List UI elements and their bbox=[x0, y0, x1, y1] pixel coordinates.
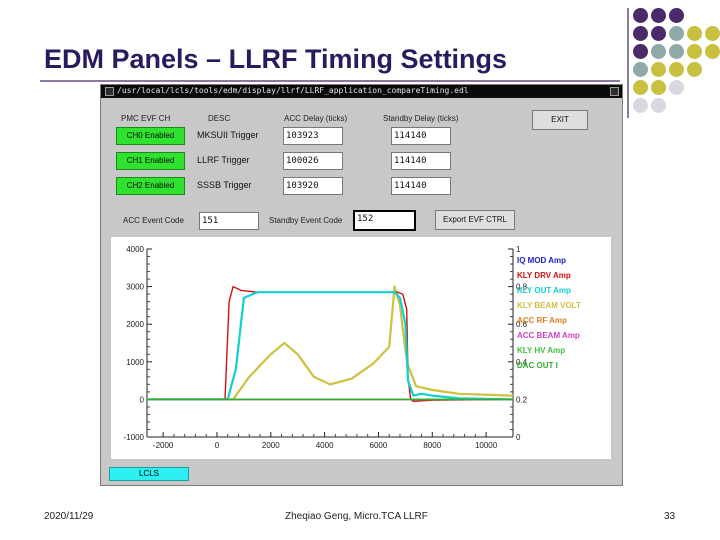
ch2-acc-delay-input[interactable]: 103920 bbox=[283, 177, 343, 195]
header-pmc-evf-ch: PMC EVF CH bbox=[121, 114, 171, 123]
ch2-enable-button[interactable]: CH2 Enabled bbox=[116, 177, 185, 195]
decorative-divider bbox=[627, 8, 629, 118]
ch0-standby-delay-input[interactable]: 114140 bbox=[391, 127, 451, 145]
ch1-standby-delay-input[interactable]: 114140 bbox=[391, 152, 451, 170]
y-right-tick-label: 0 bbox=[516, 433, 521, 442]
lcls-button[interactable]: LCLS bbox=[109, 467, 189, 481]
legend-entry-acc-rf-amp: ACC RF Amp bbox=[517, 316, 567, 325]
footer-date: 2020/11/29 bbox=[44, 511, 94, 522]
legend-entry-kly-beam-volt: KLY BEAM VOLT bbox=[517, 301, 581, 310]
y-right-tick-label: 0.4 bbox=[516, 358, 528, 367]
legend-entry-kly-out-amp: KLY OUT Amp bbox=[517, 286, 571, 295]
y-left-tick-label: 0 bbox=[140, 395, 145, 404]
header-standby-delay: Standby Delay (ticks) bbox=[383, 114, 459, 123]
series-line-kly-beam-volt bbox=[147, 285, 514, 401]
decor-dot bbox=[687, 26, 702, 41]
edm-panel-window: /usr/local/lcls/tools/edm/display/llrf/L… bbox=[100, 84, 623, 486]
decor-dot bbox=[651, 98, 666, 113]
ch1-desc: LLRF Trigger bbox=[197, 155, 250, 165]
decor-dot bbox=[705, 44, 720, 59]
decor-dot bbox=[651, 8, 666, 23]
export-evf-ctrl-button[interactable]: Export EVF CTRL bbox=[435, 210, 515, 230]
decor-dot bbox=[669, 44, 684, 59]
decor-dot bbox=[669, 80, 684, 95]
legend-entry-kly-drv-amp: KLY DRV Amp bbox=[517, 271, 571, 280]
legend-entry-iq-mod-amp: IQ MOD Amp bbox=[517, 256, 566, 265]
acc-event-code-input[interactable]: 151 bbox=[199, 212, 259, 230]
header-desc: DESC bbox=[208, 114, 231, 123]
slide-title: EDM Panels – LLRF Timing Settings bbox=[44, 44, 508, 74]
x-tick-label: 0 bbox=[215, 441, 220, 450]
waveform-chart: 40003000200010000-100010.80.60.40.20-200… bbox=[124, 245, 581, 450]
ch2-standby-delay-input[interactable]: 114140 bbox=[391, 177, 451, 195]
decorative-dot-grid bbox=[633, 8, 720, 120]
standby-event-code-input[interactable]: 152 bbox=[353, 210, 416, 231]
ch1-enable-button[interactable]: CH1 Enabled bbox=[116, 152, 185, 170]
decor-dot bbox=[651, 80, 666, 95]
legend-entry-acc-beam-amp: ACC BEAM Amp bbox=[517, 331, 580, 340]
y-left-tick-label: 1000 bbox=[126, 358, 144, 367]
x-tick-label: 4000 bbox=[316, 441, 334, 450]
decor-dot bbox=[651, 44, 666, 59]
decor-dot bbox=[633, 98, 648, 113]
legend-entry-dac-out-i: DAC OUT I bbox=[517, 361, 558, 370]
decor-dot bbox=[651, 62, 666, 77]
title-divider bbox=[40, 80, 620, 82]
legend-entry-kly-hv-amp: KLY HV Amp bbox=[517, 346, 565, 355]
ch0-enable-button[interactable]: CH0 Enabled bbox=[116, 127, 185, 145]
ch0-desc: MKSUII Trigger bbox=[197, 130, 259, 140]
ch1-acc-delay-input[interactable]: 100026 bbox=[283, 152, 343, 170]
footer-author: Zheqiao Geng, Micro.TCA LLRF bbox=[285, 511, 428, 522]
decor-dot bbox=[651, 26, 666, 41]
y-left-tick-label: 4000 bbox=[126, 245, 144, 254]
y-right-tick-label: 0.6 bbox=[516, 320, 528, 329]
y-right-tick-label: 0.8 bbox=[516, 283, 528, 292]
decor-dot bbox=[669, 8, 684, 23]
y-left-tick-label: 3000 bbox=[126, 283, 144, 292]
x-tick-label: -2000 bbox=[153, 441, 174, 450]
decor-dot bbox=[669, 62, 684, 77]
standby-event-code-label: Standby Event Code bbox=[269, 216, 343, 225]
page-number: 33 bbox=[664, 511, 676, 522]
decor-dot bbox=[633, 62, 648, 77]
waveform-plot: 4000 3000 2000 1000 0 -1000 1 0.8 0.6 0.4 0.2 0 -200… bbox=[111, 237, 611, 459]
window-maximize-icon[interactable] bbox=[610, 87, 619, 96]
decor-dot bbox=[633, 80, 648, 95]
x-tick-label: 6000 bbox=[370, 441, 388, 450]
acc-event-code-label: ACC Event Code bbox=[123, 216, 184, 225]
y-right-tick-label: 0.2 bbox=[516, 395, 528, 404]
decor-dot bbox=[687, 62, 702, 77]
decor-dot bbox=[669, 26, 684, 41]
decor-dot bbox=[633, 8, 648, 23]
ch2-desc: SSSB Trigger bbox=[197, 180, 252, 190]
window-titlebar[interactable]: /usr/local/lcls/tools/edm/display/llrf/L… bbox=[101, 85, 622, 98]
exit-button[interactable]: EXIT bbox=[532, 110, 588, 130]
window-title: /usr/local/lcls/tools/edm/display/llrf/L… bbox=[117, 86, 469, 95]
y-left-tick-label: -1000 bbox=[124, 433, 145, 442]
window-menu-icon[interactable] bbox=[105, 87, 114, 96]
y-left-tick-label: 2000 bbox=[126, 320, 144, 329]
ch0-acc-delay-input[interactable]: 103923 bbox=[283, 127, 343, 145]
x-tick-label: 2000 bbox=[262, 441, 280, 450]
decor-dot bbox=[633, 44, 648, 59]
x-tick-label: 8000 bbox=[423, 441, 441, 450]
series-line-kly-out-amp bbox=[147, 291, 514, 401]
x-tick-label: 10000 bbox=[475, 441, 498, 450]
decor-dot bbox=[633, 26, 648, 41]
header-acc-delay: ACC Delay (ticks) bbox=[284, 114, 348, 123]
decor-dot bbox=[687, 44, 702, 59]
y-right-tick-label: 1 bbox=[516, 245, 521, 254]
decor-dot bbox=[705, 26, 720, 41]
